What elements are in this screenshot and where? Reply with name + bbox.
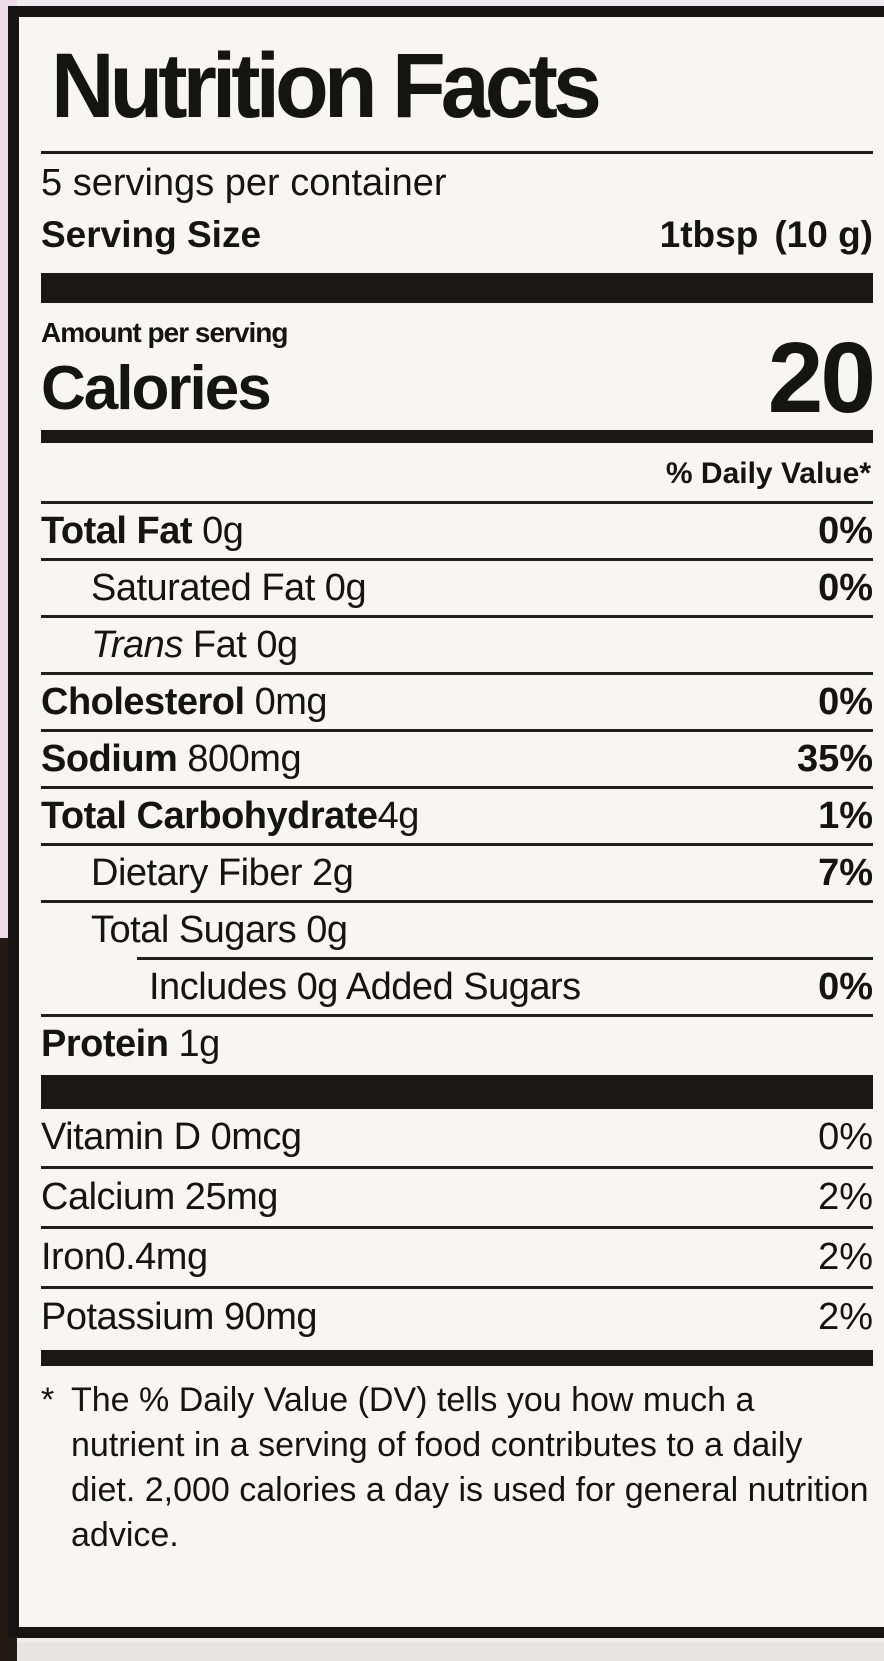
separator [41,615,873,618]
vitamin-name: Potassium 90mg [41,1296,318,1338]
separator [41,843,873,846]
row-cholesterol: Cholesterol 0mg 0% [41,675,873,729]
row-iron: Iron0.4mg 2% [41,1229,873,1286]
calories-left: Amount per serving Calories [41,317,288,424]
row-total-sugars: Total Sugars 0g [41,903,873,957]
serving-size-row: Serving Size 1tbsp (10 g) [41,205,873,259]
nutrient-name: Cholesterol 0mg [41,680,328,723]
separator [41,1286,873,1289]
separator [41,672,873,675]
panel-title: Nutrition Facts [51,33,602,137]
thick-bar-top [41,273,873,303]
nutrient-name: Sodium 800mg [41,737,302,780]
daily-value-header: % Daily Value* [665,457,871,490]
row-trans-fat: Trans Fat 0g [41,618,873,672]
serving-size-weight: (10 g) [774,214,873,255]
vitamin-dv: 0% [818,1116,873,1158]
bar-under-calories [41,430,873,443]
row-sodium: Sodium 800mg 35% [41,732,873,786]
row-potassium: Potassium 90mg 2% [41,1289,873,1346]
separator [41,558,873,561]
vitamin-name: Vitamin D 0mcg [41,1116,302,1158]
calories-label: Calories [41,354,272,423]
nutrient-dv: 0% [818,680,873,723]
nutrient-dv: 0% [818,566,873,609]
calories-block: Amount per serving Calories 20 [41,317,876,434]
nutrient-name: Dietary Fiber 2g [91,851,354,894]
divider-under-title [41,151,873,154]
nutrient-dv: 1% [818,794,873,837]
row-added-sugars: Includes 0g Added Sugars 0% [41,960,873,1014]
row-saturated-fat: Saturated Fat 0g 0% [41,561,873,615]
separator [41,1226,873,1229]
nutrient-name: Total Carbohydrate4g [41,794,419,837]
vitamin-dv: 2% [818,1176,873,1218]
serving-size-label: Serving Size [41,214,262,255]
servings-per-container: 5 servings per container [41,162,447,204]
separator-indented [137,957,873,960]
separator [41,786,873,789]
thick-bar-bottom [41,1350,873,1366]
nutrient-dv: 7% [818,851,873,894]
nutrient-name: Total Sugars 0g [91,908,348,951]
row-total-carbohydrate: Total Carbohydrate4g 1% [41,789,873,843]
separator [41,1166,873,1169]
nutrient-name: Protein 1g [41,1022,220,1065]
vitamin-name: Calcium 25mg [41,1176,278,1218]
nutrient-name: Total Fat 0g [41,509,244,552]
nutrient-dv: 0% [818,965,873,1008]
vitamin-dv: 2% [818,1296,873,1338]
row-calcium: Calcium 25mg 2% [41,1169,873,1226]
serving-size-value: 1tbsp (10 g) [660,214,873,256]
separator [41,501,873,504]
separator [41,729,873,732]
row-protein: Protein 1g [41,1017,873,1071]
nutrition-facts-panel: Nutrition Facts 5 servings per container… [8,6,884,1638]
nutrient-dv: 35% [796,737,873,780]
nutrient-name: Saturated Fat 0g [91,566,367,609]
footnote-asterisk: * [41,1381,55,1419]
vitamin-dv: 2% [818,1236,873,1278]
daily-value-footnote: * The % Daily Value (DV) tells you how m… [41,1378,873,1558]
row-vitamin-d: Vitamin D 0mcg 0% [41,1109,873,1166]
serving-size-quantity: 1tbsp [659,214,759,255]
row-dietary-fiber: Dietary Fiber 2g 7% [41,846,873,900]
background-bottom-strip [17,1642,884,1661]
vitamin-name: Iron0.4mg [41,1236,208,1278]
amount-per-serving-label: Amount per serving [41,317,288,348]
footnote-text: The % Daily Value (DV) tells you how muc… [71,1381,869,1554]
nutrient-name: Includes 0g Added Sugars [149,965,581,1008]
separator [41,900,873,903]
separator [41,1014,873,1017]
calories-value: 20 [767,322,876,434]
row-total-fat: Total Fat 0g 0% [41,504,873,558]
thick-bar-middle [41,1075,873,1109]
nutrient-name: Trans Fat 0g [91,623,298,666]
nutrient-dv: 0% [818,509,873,552]
